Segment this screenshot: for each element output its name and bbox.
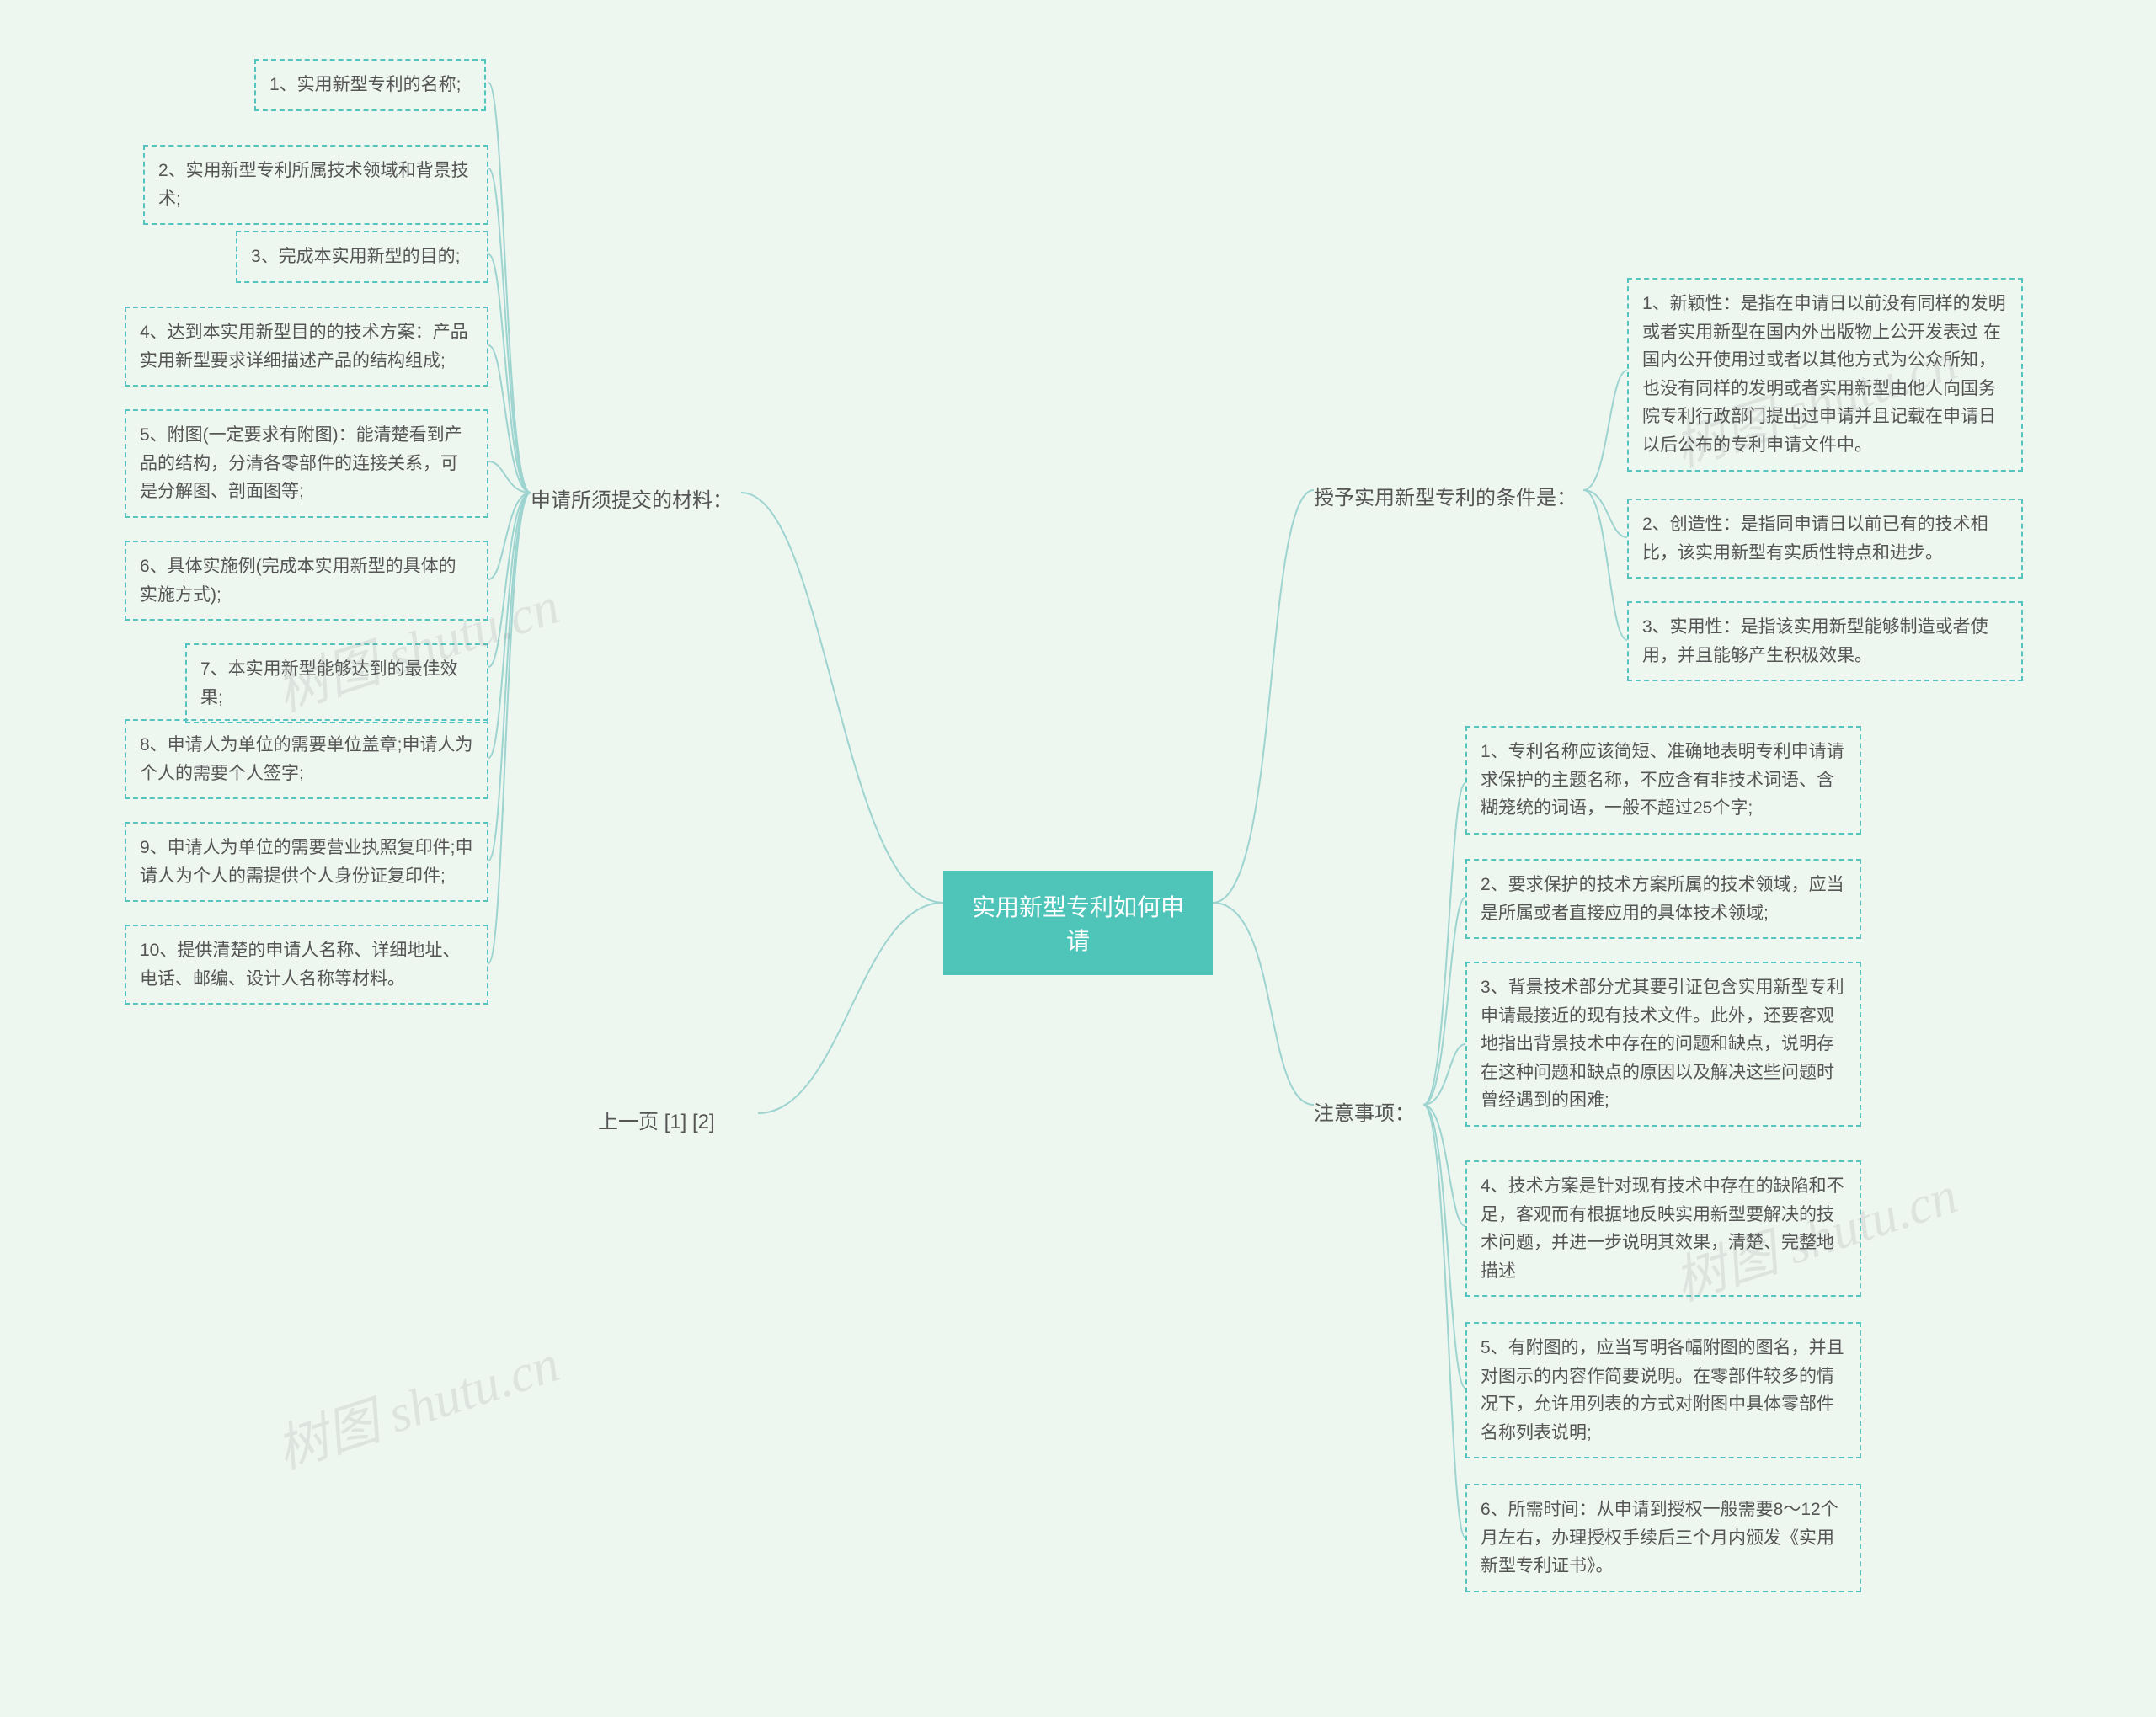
leaf-n3: 3、背景技术部分尤其要引证包含实用新型专利申请最接近的现有技术文件。此外，还要客…: [1465, 962, 1861, 1127]
leaf-l8: 8、申请人为单位的需要单位盖章;申请人为个人的需要个人签字;: [125, 719, 488, 799]
leaf-n2: 2、要求保护的技术方案所属的技术领域，应当是所属或者直接应用的具体技术领域;: [1465, 859, 1861, 939]
leaf-text: 1、专利名称应该简短、准确地表明专利申请请求保护的主题名称，不应含有非技术词语、…: [1481, 742, 1844, 818]
leaf-n1: 1、专利名称应该简短、准确地表明专利申请请求保护的主题名称，不应含有非技术词语、…: [1465, 726, 1861, 835]
leaf-n6: 6、所需时间：从申请到授权一般需要8～12个月左右，办理授权手续后三个月内颁发《…: [1465, 1484, 1861, 1592]
leaf-r2: 2、创造性：是指同申请日以前已有的技术相比，该实用新型有实质性特点和进步。: [1627, 499, 2023, 579]
leaf-n4: 4、技术方案是针对现有技术中存在的缺陷和不足，客观而有根据地反映实用新型要解决的…: [1465, 1160, 1861, 1297]
branch-right-notes: 注意事项：: [1314, 1091, 1415, 1131]
leaf-text: 3、实用性：是指该实用新型能够制造或者使用，并且能够产生积极效果。: [1642, 617, 1988, 665]
leaf-text: 2、创造性：是指同申请日以前已有的技术相比，该实用新型有实质性特点和进步。: [1642, 515, 1988, 563]
leaf-l7: 7、本实用新型能够达到的最佳效果;: [185, 643, 488, 723]
branch-right-conditions: 授予实用新型专利的条件是：: [1314, 476, 1577, 515]
leaf-l5: 5、附图(一定要求有附图)：能清楚看到产品的结构，分清各零部件的连接关系，可是分…: [125, 409, 488, 518]
leaf-l9: 9、申请人为单位的需要营业执照复印件;申请人为个人的需提供个人身份证复印件;: [125, 822, 488, 902]
root-node: 实用新型专利如何申请: [943, 871, 1213, 975]
branch-label: 上一页 [1] [2]: [598, 1111, 715, 1133]
leaf-n5: 5、有附图的，应当写明各幅附图的图名，并且对图示的内容作简要说明。在零部件较多的…: [1465, 1322, 1861, 1458]
leaf-text: 2、要求保护的技术方案所属的技术领域，应当是所属或者直接应用的具体技术领域;: [1481, 875, 1844, 923]
leaf-text: 4、达到本实用新型目的的技术方案：产品实用新型要求详细描述产品的结构组成;: [140, 323, 468, 371]
leaf-l3: 3、完成本实用新型的目的;: [236, 231, 488, 283]
leaf-r1: 1、新颖性：是指在申请日以前没有同样的发明或者实用新型在国内外出版物上公开发表过…: [1627, 278, 2023, 472]
leaf-text: 2、实用新型专利所属技术领域和背景技术;: [158, 161, 469, 209]
leaf-text: 1、实用新型专利的名称;: [270, 75, 462, 94]
leaf-l4: 4、达到本实用新型目的的技术方案：产品实用新型要求详细描述产品的结构组成;: [125, 307, 488, 387]
leaf-text: 1、新颖性：是指在申请日以前没有同样的发明或者实用新型在国内外出版物上公开发表过…: [1642, 294, 2006, 455]
leaf-text: 5、附图(一定要求有附图)：能清楚看到产品的结构，分清各零部件的连接关系，可是分…: [140, 425, 462, 501]
watermark: 树图 shutu.cn: [265, 1320, 568, 1483]
leaf-l6: 6、具体实施例(完成本实用新型的具体的实施方式);: [125, 541, 488, 621]
branch-left-materials: 申请所须提交的材料：: [531, 478, 733, 518]
leaf-l1: 1、实用新型专利的名称;: [254, 59, 486, 111]
leaf-text: 3、背景技术部分尤其要引证包含实用新型专利申请最接近的现有技术文件。此外，还要客…: [1481, 978, 1844, 1110]
leaf-l2: 2、实用新型专利所属技术领域和背景技术;: [143, 145, 488, 225]
root-label: 实用新型专利如何申请: [972, 894, 1184, 954]
leaf-text: 5、有附图的，应当写明各幅附图的图名，并且对图示的内容作简要说明。在零部件较多的…: [1481, 1338, 1844, 1442]
branch-label: 申请所须提交的材料：: [531, 489, 733, 512]
leaf-text: 8、申请人为单位的需要单位盖章;申请人为个人的需要个人签字;: [140, 735, 473, 783]
leaf-r3: 3、实用性：是指该实用新型能够制造或者使用，并且能够产生积极效果。: [1627, 601, 2023, 681]
leaf-l10: 10、提供清楚的申请人名称、详细地址、电话、邮编、设计人名称等材料。: [125, 925, 488, 1005]
leaf-text: 4、技术方案是针对现有技术中存在的缺陷和不足，客观而有根据地反映实用新型要解决的…: [1481, 1176, 1844, 1281]
leaf-text: 6、所需时间：从申请到授权一般需要8～12个月左右，办理授权手续后三个月内颁发《…: [1481, 1500, 1838, 1576]
leaf-text: 6、具体实施例(完成本实用新型的具体的实施方式);: [140, 557, 456, 605]
leaf-text: 3、完成本实用新型的目的;: [251, 247, 461, 266]
leaf-text: 7、本实用新型能够达到的最佳效果;: [200, 659, 458, 707]
branch-label: 授予实用新型专利的条件是：: [1314, 487, 1577, 509]
branch-label: 注意事项：: [1314, 1102, 1415, 1125]
leaf-text: 10、提供清楚的申请人名称、详细地址、电话、邮编、设计人名称等材料。: [140, 941, 460, 989]
leaf-text: 9、申请人为单位的需要营业执照复印件;申请人为个人的需提供个人身份证复印件;: [140, 838, 473, 886]
branch-left-pagination: 上一页 [1] [2]: [598, 1100, 715, 1139]
